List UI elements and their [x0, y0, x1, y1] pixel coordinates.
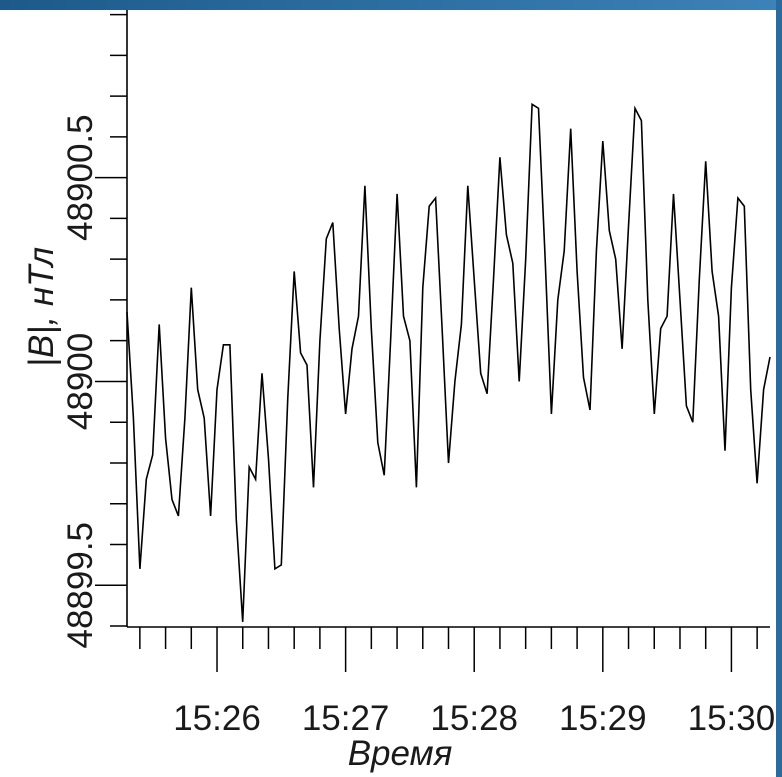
- window-right-border: [776, 0, 782, 777]
- y-axis-title: |B|, нТл: [22, 247, 61, 367]
- x-tick-label: 15:29: [559, 699, 647, 738]
- x-tick-label: 15:28: [430, 699, 518, 738]
- x-axis-title: Время: [348, 734, 453, 773]
- y-tick-label: 48899.5: [61, 522, 100, 649]
- x-ticks: [139, 627, 758, 672]
- y-axis: 48899.5 48900 48900.5 |B|, нТл: [22, 10, 128, 649]
- y-ticks: [95, 13, 127, 627]
- x-axis: 15:26 15:27 15:28 15:29 15:30 Время: [127, 626, 776, 773]
- plot-area: [126, 102, 771, 622]
- y-tick-label: 48900: [61, 333, 100, 430]
- x-tick-label: 15:27: [302, 699, 390, 738]
- x-tick-label: 15:26: [173, 699, 261, 738]
- x-tick-label: 15:30: [688, 699, 776, 738]
- window-top-bar: [0, 0, 782, 10]
- series-line: [126, 102, 771, 622]
- y-tick-label: 48900.5: [61, 114, 100, 241]
